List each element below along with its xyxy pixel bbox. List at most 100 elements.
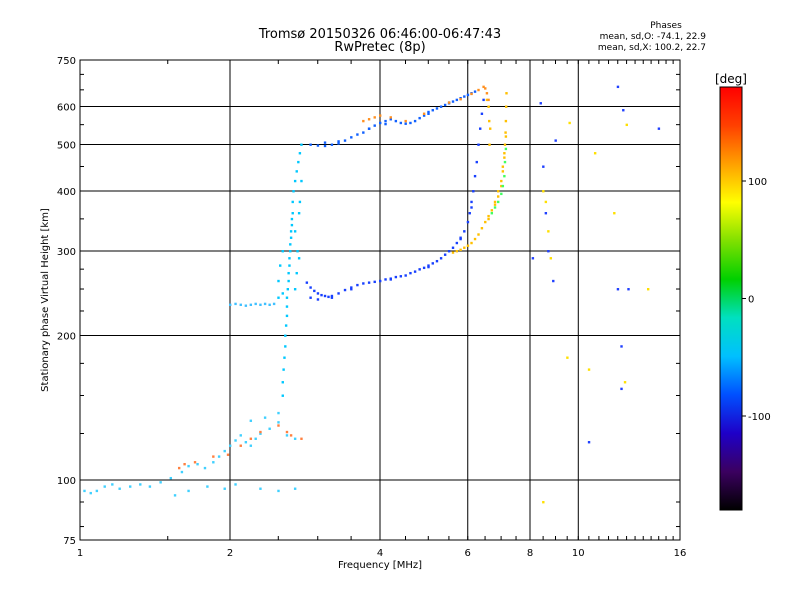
data-point [379, 121, 382, 125]
data-point [493, 200, 497, 204]
data-point [212, 455, 215, 458]
data-point [285, 296, 289, 299]
data-point [229, 444, 232, 447]
data-point [309, 286, 312, 289]
data-point [477, 143, 480, 146]
data-point [249, 419, 253, 422]
data-point [288, 257, 291, 260]
data-point [418, 268, 421, 271]
data-point [625, 123, 628, 127]
data-point [463, 95, 466, 98]
data-point [286, 288, 290, 291]
y-tick-label: 300 [57, 247, 76, 258]
data-point [289, 236, 293, 239]
data-point [427, 264, 430, 267]
data-point [389, 118, 392, 121]
data-point [463, 246, 466, 249]
data-point [504, 131, 507, 134]
data-point [362, 119, 365, 123]
data-point [431, 109, 434, 112]
data-point [490, 209, 494, 212]
data-point [487, 98, 490, 102]
data-point [206, 485, 209, 488]
x-tick-label: 8 [527, 548, 533, 559]
data-point [193, 461, 197, 464]
data-point [427, 112, 430, 115]
data-point [455, 98, 459, 102]
data-point [83, 489, 86, 493]
data-point [300, 143, 303, 146]
data-point [473, 237, 477, 241]
data-point [482, 85, 485, 89]
data-point [549, 257, 553, 260]
data-point [279, 264, 282, 267]
data-point [183, 462, 186, 466]
data-point [431, 262, 434, 265]
y-tick-label: 75 [63, 536, 76, 547]
data-point [283, 356, 286, 359]
data-point [616, 288, 620, 291]
data-point [229, 303, 232, 306]
data-point [268, 303, 271, 306]
data-point [111, 483, 114, 486]
data-point [422, 266, 426, 270]
data-point [95, 489, 99, 493]
data-point [305, 281, 309, 284]
data-point [187, 464, 190, 468]
data-point [488, 119, 491, 123]
phase-stats-o: mean, sd,O: -74.1, 22.9 [599, 32, 706, 42]
data-point [470, 200, 473, 204]
data-point [616, 85, 620, 89]
data-point [496, 195, 500, 198]
data-point [493, 206, 497, 209]
data-point [309, 143, 312, 146]
data-point [298, 152, 302, 155]
data-point [466, 220, 470, 224]
data-point [566, 356, 569, 359]
data-point [350, 286, 353, 289]
data-point [487, 105, 490, 108]
chart-subtitle: RwPretec (8p) [334, 40, 426, 55]
data-point [259, 430, 262, 434]
data-point [287, 271, 290, 275]
x-axis-title: Frequency [MHz] [338, 560, 422, 571]
data-point [313, 289, 316, 293]
data-point [343, 288, 347, 292]
data-point [447, 101, 451, 104]
data-point [620, 345, 623, 348]
data-point [337, 292, 340, 295]
data-point [259, 487, 262, 490]
data-point [295, 170, 298, 173]
data-point [504, 105, 508, 108]
data-point [337, 140, 340, 143]
data-point [504, 135, 508, 138]
data-point [277, 279, 280, 283]
data-point [435, 259, 439, 263]
data-point [259, 432, 262, 435]
phase-stats-heading: Phases [650, 21, 682, 31]
data-point [404, 122, 407, 125]
data-point [203, 466, 207, 470]
data-point [292, 190, 295, 193]
data-point [547, 230, 550, 233]
data-point [212, 461, 215, 464]
data-point [646, 288, 650, 291]
data-point [503, 160, 507, 164]
data-point [482, 98, 485, 102]
data-point [293, 179, 297, 183]
data-point [234, 483, 237, 486]
axes: 1 2 4 6 8 10 16 75 100 200 300 400 500 600 750 Frequenc… [40, 56, 686, 571]
data-point [289, 250, 292, 253]
data-point [496, 190, 500, 193]
data-point [289, 243, 292, 246]
data-point [384, 278, 387, 281]
data-point [223, 449, 226, 453]
data-point [337, 142, 340, 145]
data-point [249, 303, 253, 306]
data-point [362, 282, 365, 285]
data-point [129, 485, 132, 488]
data-point [544, 212, 548, 215]
x-tick-label: 2 [227, 548, 233, 559]
data-point [384, 122, 387, 126]
data-point [281, 292, 284, 295]
